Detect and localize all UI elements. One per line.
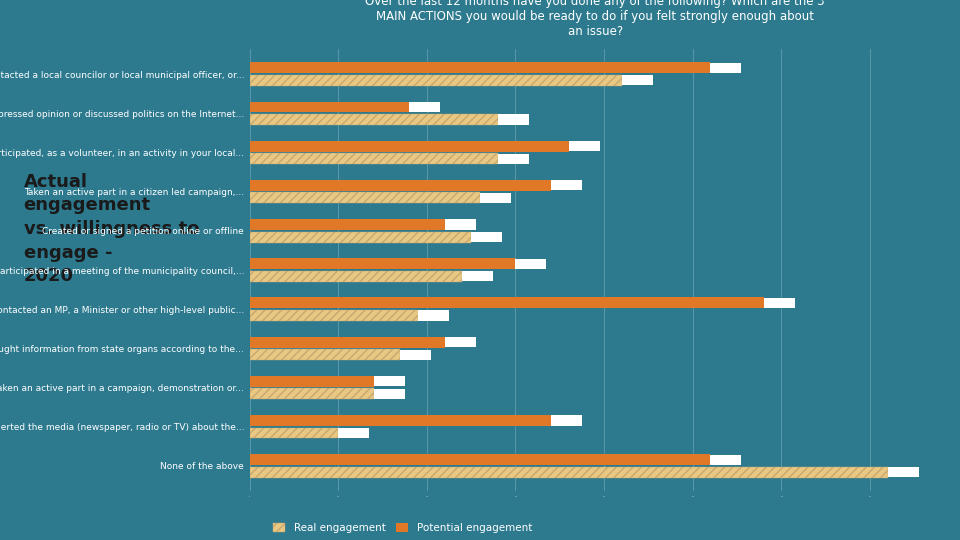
Bar: [338, 428, 370, 438]
Bar: [497, 153, 529, 164]
Bar: [250, 153, 497, 164]
Bar: [250, 62, 710, 73]
Title: Over the last 12 months have you done any of the following? Which are the 3
MAIN: Over the last 12 months have you done an…: [366, 0, 825, 38]
Bar: [418, 310, 449, 321]
Bar: [250, 114, 497, 125]
Bar: [250, 388, 373, 399]
Bar: [409, 102, 440, 112]
Bar: [516, 259, 546, 269]
Bar: [568, 141, 600, 151]
Bar: [250, 219, 444, 230]
Bar: [250, 258, 516, 269]
Bar: [497, 114, 529, 125]
Bar: [250, 415, 551, 426]
Bar: [444, 219, 475, 230]
Bar: [250, 102, 409, 112]
Bar: [622, 75, 653, 85]
Bar: [710, 455, 741, 465]
Text: Actual
engagement
vs. willingness to
engage -
2020: Actual engagement vs. willingness to eng…: [23, 173, 199, 285]
Bar: [250, 192, 480, 204]
Bar: [250, 232, 471, 242]
Bar: [400, 349, 431, 360]
Bar: [551, 180, 582, 191]
Bar: [250, 271, 463, 282]
Bar: [250, 75, 622, 86]
Bar: [551, 415, 582, 426]
Bar: [250, 428, 338, 438]
Bar: [444, 337, 475, 347]
Bar: [250, 376, 373, 387]
Bar: [888, 467, 919, 477]
Bar: [710, 63, 741, 73]
Bar: [250, 336, 444, 348]
Bar: [250, 467, 888, 478]
Bar: [463, 271, 493, 281]
Bar: [471, 232, 502, 242]
Bar: [250, 141, 568, 152]
Bar: [250, 310, 418, 321]
Bar: [250, 349, 400, 360]
Bar: [250, 298, 763, 308]
Legend: Real engagement, Potential engagement: Real engagement, Potential engagement: [269, 519, 537, 537]
Bar: [250, 180, 551, 191]
Bar: [373, 376, 405, 387]
Bar: [250, 454, 710, 465]
Bar: [373, 389, 405, 399]
Bar: [480, 193, 511, 203]
Bar: [763, 298, 795, 308]
